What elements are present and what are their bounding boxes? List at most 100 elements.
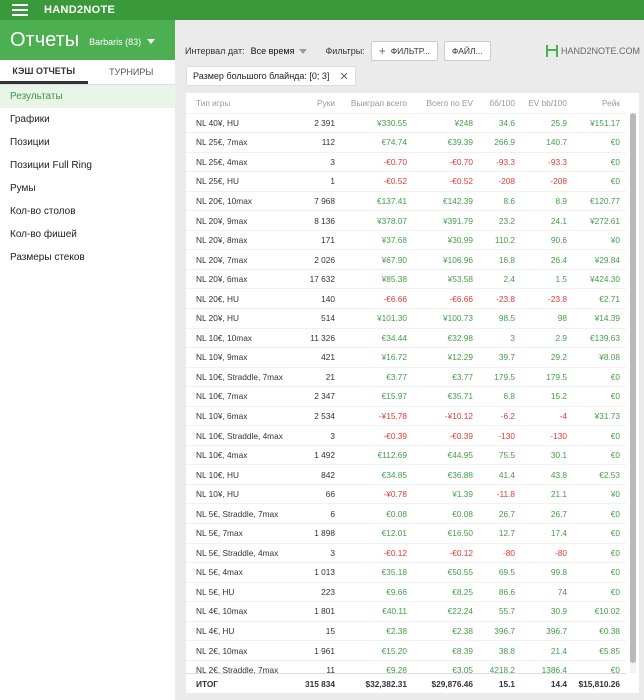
cell-hands: 66 bbox=[296, 483, 341, 504]
cell-rake: €0.38 bbox=[573, 620, 626, 641]
table-body: NL 40¥, HU 2 391 ¥330.55 ¥248 34.6 25.9 ¥151.1… bbox=[186, 112, 626, 680]
table-row[interactable]: NL 25€, 7max 112 €74.74 €39.39 266.9 140.7 €0 bbox=[186, 132, 626, 153]
table-row[interactable]: NL 4€, 10max 1 801 €40.11 €22.24 55.7 30.9 €10… bbox=[186, 601, 626, 622]
sidebar-item-positions-full-ring[interactable]: Позиции Full Ring bbox=[10, 160, 92, 171]
cell-hands: 514 bbox=[296, 307, 341, 329]
hamburger-menu-icon[interactable] bbox=[12, 4, 28, 16]
table-row[interactable]: NL 20€, HU 140 -€6.66 -€6.66 -23.8 -23.8 €2.71 bbox=[186, 288, 626, 309]
cell-won-total: €12.01 bbox=[341, 522, 413, 544]
cell-rake: €0 bbox=[573, 151, 626, 172]
table-row[interactable]: NL 10€, 4max 1 492 €112.69 €44.95 75.5 30.1 €0 bbox=[186, 444, 626, 465]
cell-game-type: NL 5€, 7max bbox=[186, 522, 296, 544]
table-row[interactable]: NL 20¥, 9max 8 136 ¥378.07 ¥391.79 23.2 24.1 ¥… bbox=[186, 210, 626, 231]
table-row[interactable]: NL 5€, HU 223 €9.66 €8.25 86.6 74 €0 bbox=[186, 581, 626, 602]
sidebar-item-graphs[interactable]: Графики bbox=[10, 114, 50, 125]
cell-ev-total: €50.55 bbox=[413, 562, 479, 583]
table-row[interactable]: NL 10¥, HU 66 -¥0.78 ¥1.39 -11.8 21.1 ¥0 bbox=[186, 483, 626, 504]
column-header-won-total[interactable]: Выиграл всего bbox=[350, 97, 407, 108]
file-button[interactable]: ФАЙЛ... bbox=[443, 41, 491, 61]
sidebar-item-positions[interactable]: Позиции bbox=[10, 137, 50, 148]
sidebar-item-table-count[interactable]: Кол-во столов bbox=[10, 206, 76, 217]
cell-ev-bb-100: 25.9 bbox=[521, 112, 573, 133]
cell-ev-bb-100: -93.3 bbox=[521, 151, 573, 172]
totals-label: ИТОГ bbox=[196, 679, 218, 689]
cell-won-total: €34.44 bbox=[341, 327, 413, 348]
table-row[interactable]: NL 20¥, 8max 171 ¥37.68 ¥30.99 110.2 90.6 ¥0 bbox=[186, 229, 626, 250]
filter-button[interactable]: + ФИЛЬТР... bbox=[370, 41, 438, 61]
totals-rake: $15,810.26 bbox=[578, 679, 620, 689]
account-selector[interactable]: Barbaris (83) bbox=[89, 37, 156, 47]
cell-ev-bb-100: -23.8 bbox=[521, 288, 573, 309]
cell-hands: 1 961 bbox=[296, 640, 341, 661]
cell-hands: 2 026 bbox=[296, 249, 341, 270]
table-row[interactable]: NL 5€, 7max 1 898 €12.01 €16.50 12.7 17.4 €0 bbox=[186, 522, 626, 544]
table-row[interactable]: NL 10€, 7max 2 347 €15.97 €35.71 6.8 15.2 €0 bbox=[186, 386, 626, 407]
scrollbar-thumb[interactable] bbox=[630, 113, 636, 663]
cell-hands: 11 326 bbox=[296, 327, 341, 348]
cell-rake: €120.77 bbox=[573, 190, 626, 211]
totals-row: ИТОГ 315 834 $32,382.31 $29,876.46 15.1 … bbox=[186, 673, 626, 693]
cell-rake: €139.63 bbox=[573, 327, 626, 348]
cell-game-type: NL 10€, 7max bbox=[186, 386, 296, 407]
table-row[interactable]: NL 5€, Straddle, 7max 6 €0.08 €0.08 26.7 26.7… bbox=[186, 503, 626, 524]
cell-game-type: NL 10€, Straddle, 7max bbox=[186, 366, 296, 387]
table-row[interactable]: NL 2€, 10max 1 961 €15.20 €8.39 38.8 21.4 €5.8… bbox=[186, 640, 626, 661]
column-header-game-type[interactable]: Тип игры bbox=[196, 97, 231, 108]
cell-hands: 3 bbox=[296, 542, 341, 563]
cell-game-type: NL 20€, HU bbox=[186, 288, 296, 309]
table-row[interactable]: NL 5€, Straddle, 4max 3 -€0.12 -€0.12 -80 -80… bbox=[186, 542, 626, 563]
cell-game-type: NL 10€, Straddle, 4max bbox=[186, 425, 296, 446]
cell-rake: ¥31.73 bbox=[573, 405, 626, 426]
sidebar-item-rooms[interactable]: Румы bbox=[10, 183, 36, 194]
date-range-select[interactable]: Все время bbox=[251, 46, 308, 56]
cell-game-type: NL 10¥, 9max bbox=[186, 347, 296, 368]
table-scrollbar[interactable] bbox=[630, 113, 636, 673]
table-row[interactable]: NL 10€, HU 842 €34.85 €36.88 41.4 43.8 €2.53 bbox=[186, 464, 626, 485]
cell-hands: 7 968 bbox=[296, 190, 341, 211]
cell-game-type: NL 10¥, HU bbox=[186, 483, 296, 504]
sidebar-item-stack-sizes[interactable]: Размеры стеков bbox=[10, 252, 85, 263]
cell-game-type: NL 20¥, 9max bbox=[186, 210, 296, 231]
cell-bb-100: 69.5 bbox=[479, 562, 521, 583]
column-header-rake[interactable]: Рейк bbox=[601, 97, 620, 108]
table-row[interactable]: NL 10€, 10max 11 326 €34.44 €32.98 3 2.9 €139.… bbox=[186, 327, 626, 348]
cell-ev-bb-100: 98 bbox=[521, 307, 573, 329]
cell-ev-bb-100: 29.2 bbox=[521, 347, 573, 368]
table-row[interactable]: NL 40¥, HU 2 391 ¥330.55 ¥248 34.6 25.9 ¥151.1… bbox=[186, 112, 626, 133]
table-row[interactable]: NL 10€, Straddle, 4max 3 -€0.39 -€0.39 -130-… bbox=[186, 425, 626, 446]
cell-won-total: -€0.70 bbox=[341, 151, 413, 172]
cell-ev-total: ¥106.96 bbox=[413, 249, 479, 270]
tab-cash-reports[interactable]: КЭШ ОТЧЕТЫ bbox=[0, 60, 88, 84]
table-row[interactable]: NL 25€, HU 1 -€0.52 -€0.52 -208 -208 €0 bbox=[186, 171, 626, 192]
table-row[interactable]: NL 20¥, 7max 2 026 ¥67.90 ¥106.96 16.8 26.4 ¥2… bbox=[186, 249, 626, 270]
column-header-ev-total[interactable]: Всего по EV bbox=[426, 97, 473, 108]
cell-won-total: €3.77 bbox=[341, 366, 413, 387]
column-header-hands[interactable]: Руки bbox=[317, 97, 335, 108]
table-row[interactable]: NL 20€, 10max 7 968 €137.41 €142.39 8.6 8.9 €1… bbox=[186, 190, 626, 211]
sidebar-item-results[interactable]: Результаты bbox=[0, 85, 175, 108]
table-row[interactable]: NL 10¥, 6max 2 534 -¥15.78 -¥10.12 -6.2 -4 ¥31… bbox=[186, 405, 626, 426]
cell-game-type: NL 4€, 10max bbox=[186, 601, 296, 622]
table-row[interactable]: NL 25€, 4max 3 -€0.70 -€0.70 -93.3 -93.3 €0 bbox=[186, 151, 626, 172]
logo-text: HAND2NOTE.COM bbox=[560, 46, 640, 56]
cell-bb-100: 23.2 bbox=[479, 210, 521, 231]
plus-icon: + bbox=[378, 44, 386, 58]
table-row[interactable]: NL 5€, 4max 1 013 €35.18 €50.55 69.5 99.8 €0 bbox=[186, 562, 626, 583]
cell-ev-bb-100: 396.7 bbox=[521, 620, 573, 641]
table-row[interactable]: NL 10€, Straddle, 7max 21 €3.77 €3.77 179.5 1… bbox=[186, 366, 626, 387]
column-header-bb-100[interactable]: бб/100 bbox=[489, 97, 515, 108]
close-icon[interactable]: ✕ bbox=[339, 70, 349, 83]
cell-ev-total: -¥10.12 bbox=[413, 405, 479, 426]
cell-game-type: NL 5€, HU bbox=[186, 581, 296, 602]
table-row[interactable]: NL 4€, HU 15 €2.38 €2.38 396.7 396.7 €0.38 bbox=[186, 620, 626, 641]
cell-hands: 15 bbox=[296, 620, 341, 641]
tab-tournaments[interactable]: ТУРНИРЫ bbox=[109, 67, 154, 77]
table-row[interactable]: NL 10¥, 9max 421 ¥16.72 ¥12.29 39.7 29.2 ¥8.08 bbox=[186, 347, 626, 368]
column-header-ev-bb-100[interactable]: EV bb/100 bbox=[528, 97, 567, 108]
sidebar-item-chip-count[interactable]: Кол-во фишей bbox=[10, 229, 77, 240]
table-row[interactable]: NL 20¥, HU 514 ¥101.30 ¥100.73 98.5 98 ¥14.39 bbox=[186, 307, 626, 329]
cell-won-total: €15.20 bbox=[341, 640, 413, 661]
cell-won-total: ¥67.90 bbox=[341, 249, 413, 270]
table-row[interactable]: NL 20¥, 6max 17 632 ¥85.38 ¥53.58 2.4 1.5 ¥424… bbox=[186, 268, 626, 289]
cell-ev-bb-100: 21.4 bbox=[521, 640, 573, 661]
